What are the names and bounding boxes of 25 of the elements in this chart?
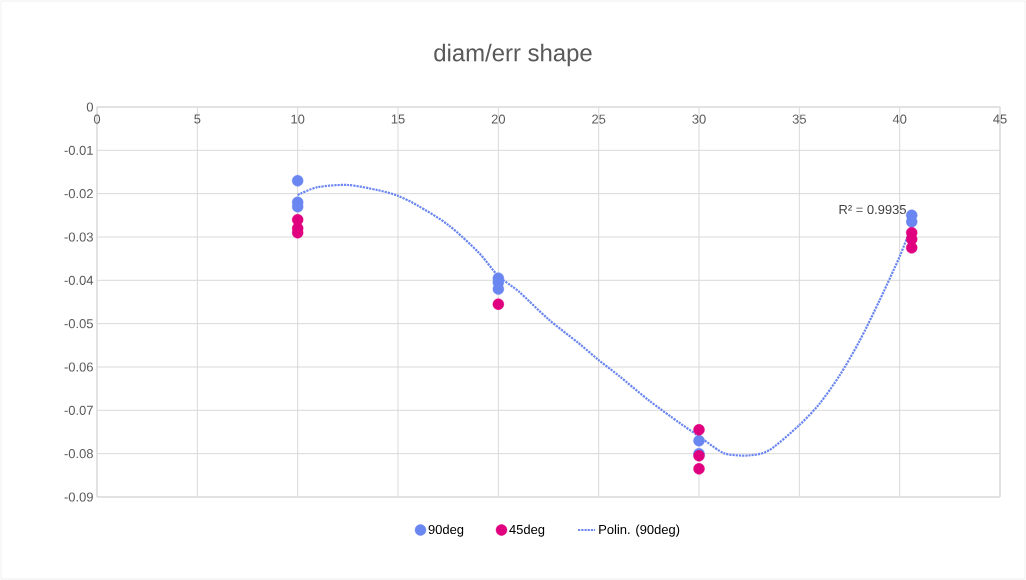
y-tick-label: -0.06	[64, 362, 93, 372]
legend-label: 90deg	[428, 524, 464, 537]
x-tick-label: 35	[792, 114, 806, 124]
y-tick-label: -0.08	[64, 449, 93, 459]
x-tick-label: 30	[692, 114, 706, 124]
y-tick-label: -0.03	[64, 232, 93, 242]
x-tick-label: 10	[291, 114, 305, 124]
legend-label: Polin. (90deg)	[599, 524, 680, 537]
chart-title: diam/err shape	[434, 43, 592, 67]
x-tick-label: 40	[892, 114, 907, 124]
legend-label: 45deg	[509, 524, 545, 537]
x-tick-label: 25	[592, 114, 606, 124]
y-tick-label: -0.05	[64, 319, 93, 329]
y-tick-label: 0	[86, 102, 93, 112]
y-tick-label: -0.02	[64, 189, 93, 199]
x-tick-label: 20	[491, 114, 506, 124]
x-tick-label: 0	[93, 114, 101, 124]
x-tick-label: 45	[993, 114, 1007, 124]
y-tick-label: -0.09	[64, 492, 93, 502]
annotation: R² = 0.9935	[839, 204, 906, 215]
y-tick-label: -0.07	[64, 405, 93, 415]
y-tick-label: -0.01	[64, 145, 93, 155]
x-tick-label: 5	[194, 114, 201, 124]
y-tick-label: -0.04	[64, 275, 94, 285]
x-tick-label: 15	[391, 114, 405, 124]
